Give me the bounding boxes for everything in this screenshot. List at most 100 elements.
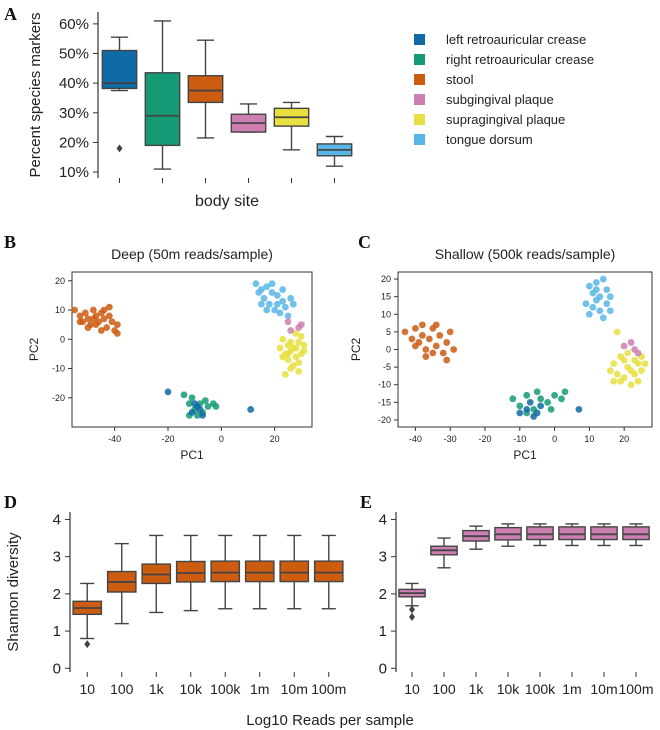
legend-label-supragingival-plaque: supragingival plaque (446, 112, 565, 127)
y-tick-label: 40% (59, 75, 89, 92)
x-tick-label: 0 (219, 434, 224, 444)
y-tick-label: 3 (379, 549, 387, 566)
y-tick-label: 4 (53, 511, 61, 528)
y-tick-label: 4 (379, 511, 387, 528)
point-left-retroauricular-crease (193, 403, 201, 410)
point-stool (92, 321, 100, 329)
point-stool (422, 346, 430, 353)
point-supragingival-plaque (292, 344, 300, 352)
point-stool (113, 330, 121, 337)
point-supragingival-plaque (284, 350, 292, 358)
point-stool (432, 321, 440, 329)
point-supragingival-plaque (300, 347, 308, 355)
point-stool (425, 335, 433, 343)
point-tongue-dorsum (263, 283, 271, 291)
point-tongue-dorsum (257, 300, 265, 308)
point-left-retroauricular-crease (199, 411, 207, 419)
x-tick-label: 0 (552, 434, 557, 444)
point-supragingival-plaque (287, 338, 295, 346)
x-tick-label: -20 (161, 434, 174, 444)
y-tick-label: 15 (381, 292, 391, 302)
point-stool (436, 332, 444, 339)
point-supragingival-plaque (634, 360, 642, 367)
point-stool (418, 332, 426, 339)
y-tick-label: 10 (381, 309, 391, 319)
point-stool (429, 349, 437, 357)
x-tick-label: 100m (618, 681, 653, 697)
legend-swatch-supragingival-plaque (414, 114, 425, 125)
x-axis-label: body site (195, 193, 259, 210)
point-tongue-dorsum (273, 291, 281, 299)
point-stool (84, 315, 92, 323)
x-tick-label: 100k (525, 681, 556, 697)
point-stool (71, 306, 79, 314)
x-tick-label: 10k (179, 681, 203, 697)
point-supragingival-plaque (634, 377, 642, 385)
y-tick-label: 20 (381, 274, 391, 284)
point-left-retroauricular-crease (537, 402, 545, 410)
point-supragingival-plaque (624, 349, 632, 357)
point-right-retroauricular-crease (212, 403, 220, 410)
point-stool (100, 315, 108, 323)
box-100k (210, 560, 241, 583)
point-right-retroauricular-crease (561, 388, 569, 396)
x-tick-label: 10 (584, 434, 594, 444)
y-tick-label: -20 (378, 415, 391, 425)
y-tick-label: 3 (53, 549, 61, 566)
point-tongue-dorsum (279, 286, 287, 293)
x-tick-label: -10 (513, 434, 526, 444)
point-stool (89, 315, 97, 323)
point-supragingival-plaque (620, 356, 628, 364)
point-tongue-dorsum (271, 306, 279, 314)
legend-swatch-left-retroauricular-crease (414, 34, 425, 45)
x-tick-label: 10m (281, 681, 308, 697)
point-right-retroauricular-crease (544, 398, 552, 406)
point-right-retroauricular-crease (537, 395, 545, 403)
y-tick-label: 1 (53, 623, 61, 640)
legend-swatch-subgingival-plaque (414, 94, 425, 105)
outlier-marker (409, 605, 415, 614)
y-tick-label: -20 (52, 393, 65, 403)
y-tick-label: 2 (379, 586, 387, 603)
x-axis-label: PC1 (180, 448, 204, 462)
box-10m (279, 560, 310, 583)
x-tick-label: 10m (590, 681, 617, 697)
point-stool (105, 303, 113, 311)
legend-swatch-stool (414, 74, 425, 85)
point-supragingival-plaque (292, 330, 300, 337)
point-left-retroauricular-crease (516, 409, 524, 417)
y-tick-label: 20% (59, 134, 89, 151)
point-tongue-dorsum (255, 289, 263, 296)
point-tongue-dorsum (603, 300, 611, 308)
point-supragingival-plaque (610, 360, 618, 367)
legend-label-left-retroauricular-crease: left retroauricular crease (446, 32, 586, 47)
point-tongue-dorsum (281, 303, 289, 311)
point-supragingival-plaque (641, 360, 649, 367)
point-tongue-dorsum (268, 289, 276, 296)
point-stool (418, 321, 426, 329)
point-tongue-dorsum (585, 310, 593, 318)
point-stool (432, 342, 440, 350)
point-stool (81, 309, 89, 317)
outlier-marker (409, 612, 415, 621)
y-tick-label: 2 (53, 586, 61, 603)
point-stool (76, 318, 84, 326)
point-stool (76, 312, 84, 320)
point-stool (113, 321, 121, 329)
y-tick-label: 0 (53, 660, 61, 677)
point-supragingival-plaque (606, 367, 614, 375)
point-tongue-dorsum (589, 303, 597, 311)
point-subgingival-plaque (620, 342, 628, 350)
outlier-marker (116, 144, 123, 153)
point-tongue-dorsum (592, 296, 600, 304)
point-tongue-dorsum (260, 294, 268, 302)
x-tick-label: 1m (562, 681, 581, 697)
y-tick-label: 0 (60, 334, 65, 344)
x-tick-label: 1m (250, 681, 269, 697)
point-stool (97, 327, 105, 334)
point-stool (446, 328, 454, 336)
point-right-retroauricular-crease (201, 397, 209, 405)
point-tongue-dorsum (276, 309, 284, 317)
point-tongue-dorsum (585, 282, 593, 290)
point-stool (443, 356, 451, 364)
